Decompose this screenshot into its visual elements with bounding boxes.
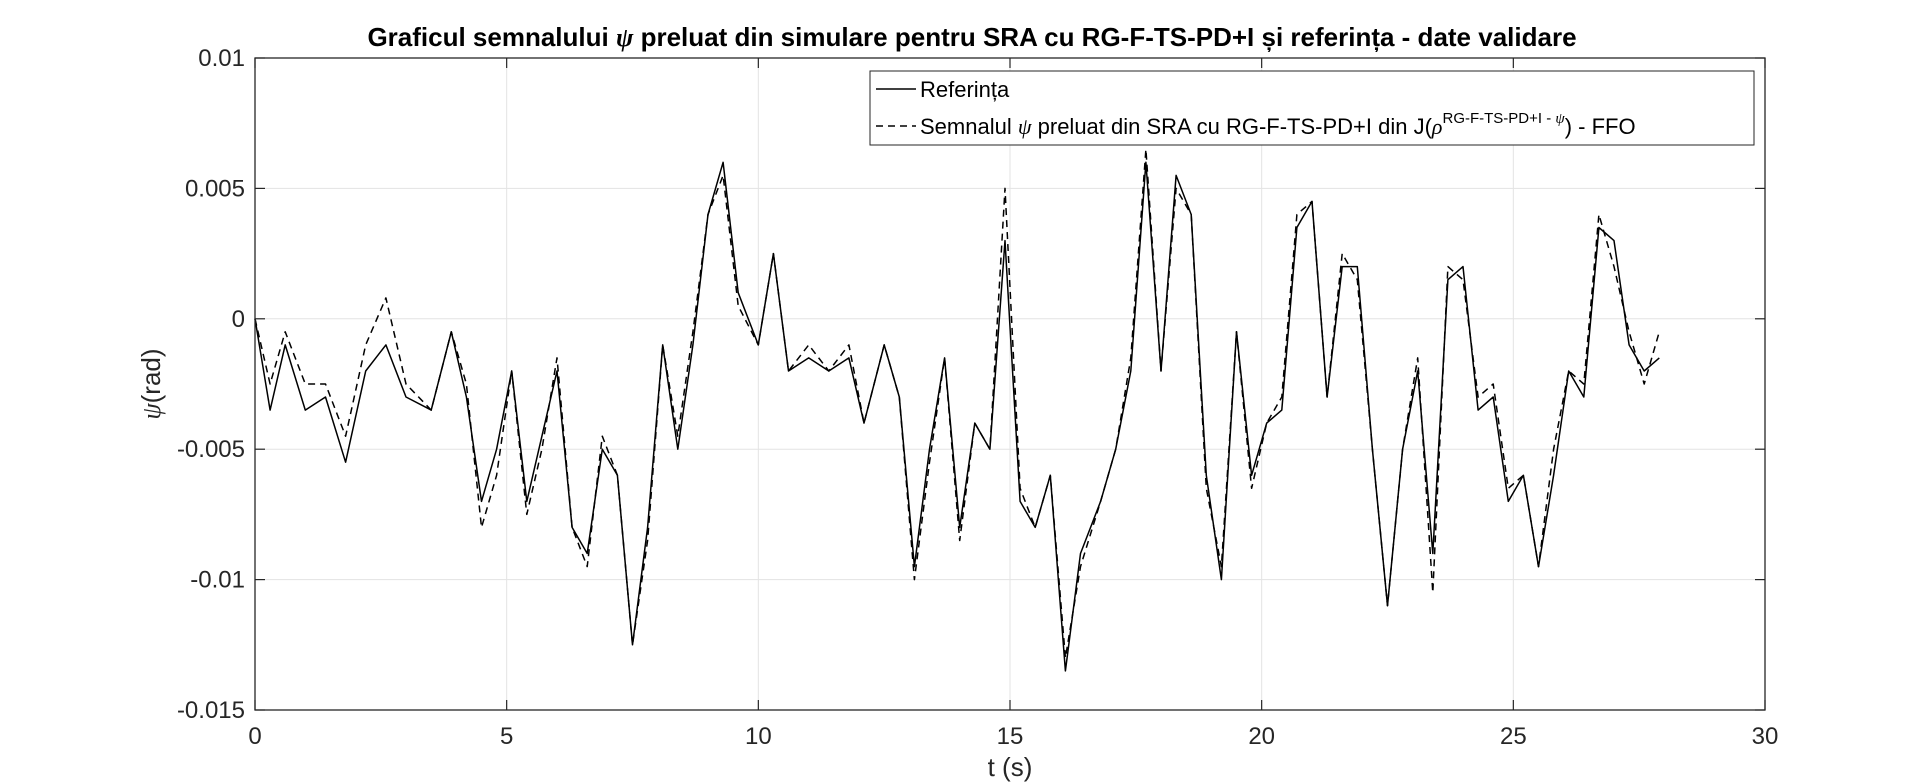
x-tick-label: 20: [1248, 723, 1275, 750]
y-tick-label: 0.005: [185, 175, 245, 202]
y-tick-label: -0.01: [190, 567, 245, 594]
y-axis-label: ψ(rad): [136, 348, 166, 419]
chart-title-before-symbol: Graficul semnalului: [367, 22, 616, 52]
x-tick-label: 30: [1752, 723, 1779, 750]
legend-entry-signal-suffix: ) - FFO: [1565, 114, 1636, 139]
x-tick-label: 0: [248, 723, 261, 750]
legend-box: [869, 70, 1755, 146]
chart-title: Graficul semnalului ψ preluat din simula…: [367, 22, 1576, 52]
y-tick-label: 0.01: [198, 45, 245, 72]
chart-title-psi-symbol: ψ: [616, 23, 634, 52]
y-tick-label: -0.015: [177, 697, 245, 724]
legend-entry-signal-mid: preluat din SRA cu RG-F-TS-PD+I din J(: [1032, 114, 1433, 139]
legend-entry-signal: Semnalul ψ preluat din SRA cu RG-F-TS-PD…: [920, 110, 1636, 139]
legend-entry-signal-sup-psi: ψ: [1555, 111, 1565, 127]
x-tick-label: 25: [1500, 723, 1527, 750]
series-line-reference: [254, 161, 1660, 672]
x-tick-label: 10: [745, 723, 772, 750]
chart-title-after-symbol: preluat din simulare pentru SRA cu RG-F-…: [633, 22, 1576, 52]
series-line-signal: [254, 148, 1661, 659]
legend-entry-signal-psi: ψ: [1018, 114, 1032, 139]
legend-entry-signal-prefix: Semnalul: [920, 114, 1018, 139]
y-axis-label-psi-symbol: ψ: [137, 403, 166, 420]
y-axis-label-unit: (rad): [136, 348, 166, 403]
axis-ticks: 0 5 10 15 20 25 30 0.01 0.005 0 -0.005 -0.01 -0.015: [177, 45, 1778, 750]
legend-entry-signal-rho: ρ: [1431, 114, 1443, 139]
data-series: [254, 148, 1661, 672]
x-tick-label: 15: [997, 723, 1024, 750]
y-tick-label: 0: [232, 306, 245, 333]
x-axis-label: t (s): [988, 752, 1033, 782]
legend: Referința Semnalul ψ preluat din SRA cu …: [869, 70, 1755, 146]
y-tick-label: -0.005: [177, 436, 245, 463]
legend-entry-reference: Referința: [920, 77, 1010, 102]
x-tick-label: 5: [500, 723, 513, 750]
legend-entry-signal-sup: RG-F-TS-PD+I -: [1442, 110, 1555, 127]
